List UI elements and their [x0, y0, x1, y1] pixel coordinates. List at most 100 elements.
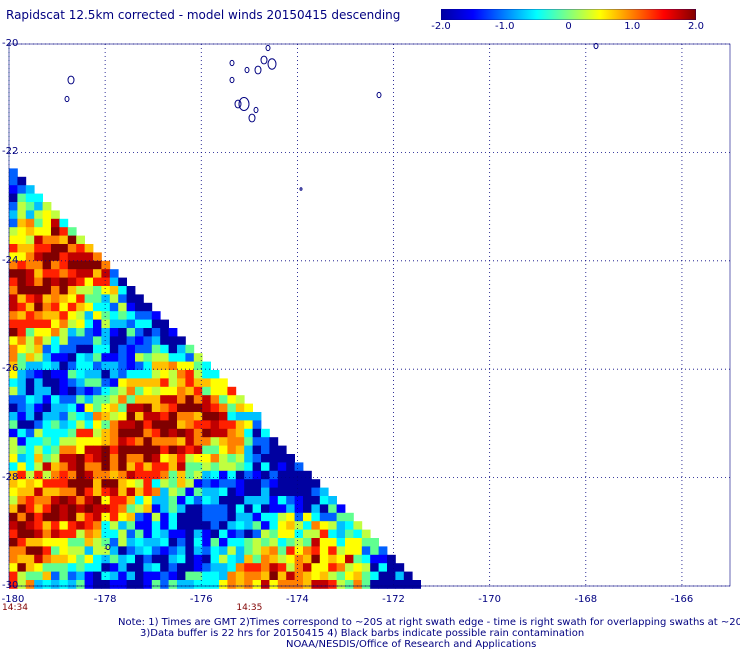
swath-cell — [303, 504, 312, 514]
swath-cell — [84, 580, 94, 589]
swath-cell — [185, 479, 195, 488]
swath-cell — [67, 546, 77, 556]
longitude-label: -170 — [478, 594, 502, 605]
swath-cell — [177, 521, 186, 530]
swath-cell — [185, 487, 195, 497]
swath-cell — [25, 185, 35, 194]
swath-cell — [345, 538, 354, 547]
time-label: 14:34 — [2, 603, 28, 613]
swath-cell — [67, 538, 77, 547]
latitude-label: -26 — [2, 363, 19, 375]
swath-cell — [135, 336, 144, 346]
swath-cell — [51, 302, 60, 312]
swath-cell — [177, 529, 186, 539]
swath-cell — [101, 454, 111, 463]
swath-cell — [143, 437, 153, 446]
swath-cell — [76, 336, 85, 346]
swath-cell — [319, 563, 329, 572]
swath-cell — [193, 504, 203, 514]
swath-cell — [118, 479, 127, 488]
swath-cell — [25, 403, 35, 413]
swath-cell — [202, 395, 211, 404]
swath-cell — [277, 462, 287, 472]
swath-cell — [25, 302, 35, 312]
swath-cell — [17, 403, 27, 413]
swath-cell — [126, 302, 136, 312]
swath-cell — [93, 437, 102, 446]
swath-cell — [143, 428, 153, 438]
swath-cell — [84, 319, 94, 329]
swath-cell — [118, 454, 127, 463]
swath-cell — [76, 538, 85, 547]
swath-cell — [9, 521, 18, 530]
swath-cell — [109, 470, 119, 480]
swath-cell — [126, 437, 136, 446]
swath-cell — [101, 504, 111, 514]
swath-cell — [59, 521, 69, 530]
swath-cell — [135, 546, 144, 556]
swath-cell — [319, 512, 329, 522]
swath-cell — [202, 546, 211, 556]
swath-cell — [143, 580, 153, 589]
swath-cell — [143, 302, 153, 312]
swath-cell — [109, 311, 119, 320]
swath-cell — [118, 319, 127, 329]
swath-cell — [328, 504, 337, 514]
island-outline — [244, 66, 250, 74]
swath-cell — [17, 286, 27, 295]
swath-cell — [202, 529, 211, 539]
swath-cell — [160, 437, 169, 446]
swath-cell — [143, 403, 153, 413]
swath-cell — [84, 554, 94, 564]
swath-cell — [9, 496, 18, 505]
swath-cell — [311, 487, 321, 497]
swath-cell — [252, 538, 262, 547]
swath-cell — [9, 361, 18, 371]
swath-cell — [34, 529, 43, 539]
swath-cell — [227, 403, 237, 413]
swath-cell — [126, 479, 136, 488]
swath-cell — [59, 386, 69, 396]
swath-cell — [311, 521, 321, 530]
swath-cell — [235, 395, 245, 404]
swath-cell — [93, 302, 102, 312]
swath-cell — [93, 294, 102, 304]
swath-cell — [277, 454, 287, 463]
swath-cell — [76, 403, 85, 413]
swath-cell — [59, 370, 69, 379]
swath-cell — [17, 538, 27, 547]
swath-cell — [219, 420, 228, 430]
swath-cell — [177, 353, 186, 362]
swath-cell — [17, 554, 27, 564]
swath-cell — [160, 546, 169, 556]
swath-cell — [67, 580, 77, 589]
swath-cell — [42, 344, 52, 354]
swath-cell — [42, 361, 52, 371]
swath-cell — [9, 554, 18, 564]
swath-cell — [17, 462, 27, 472]
swath-cell — [361, 554, 371, 564]
swath-cell — [244, 554, 253, 564]
swath-cell — [42, 244, 52, 253]
swath-cell — [177, 470, 186, 480]
swath-cell — [261, 479, 270, 488]
island-outline — [248, 113, 256, 123]
swath-cell — [59, 563, 69, 572]
swath-cell — [25, 521, 35, 530]
swath-cell — [34, 193, 43, 203]
swath-cell — [261, 580, 270, 589]
swath-cell — [193, 437, 203, 446]
swath-cell — [42, 403, 52, 413]
swath-cell — [51, 344, 60, 354]
swath-cell — [193, 395, 203, 404]
swath-cell — [67, 479, 77, 488]
swath-cell — [25, 218, 35, 228]
swath-cell — [286, 538, 295, 547]
swath-cell — [168, 580, 178, 589]
swath-cell — [177, 420, 186, 430]
swath-cell — [59, 311, 69, 320]
swath-cell — [311, 580, 321, 589]
swath-cell — [109, 420, 119, 430]
swath-cell — [93, 277, 102, 287]
